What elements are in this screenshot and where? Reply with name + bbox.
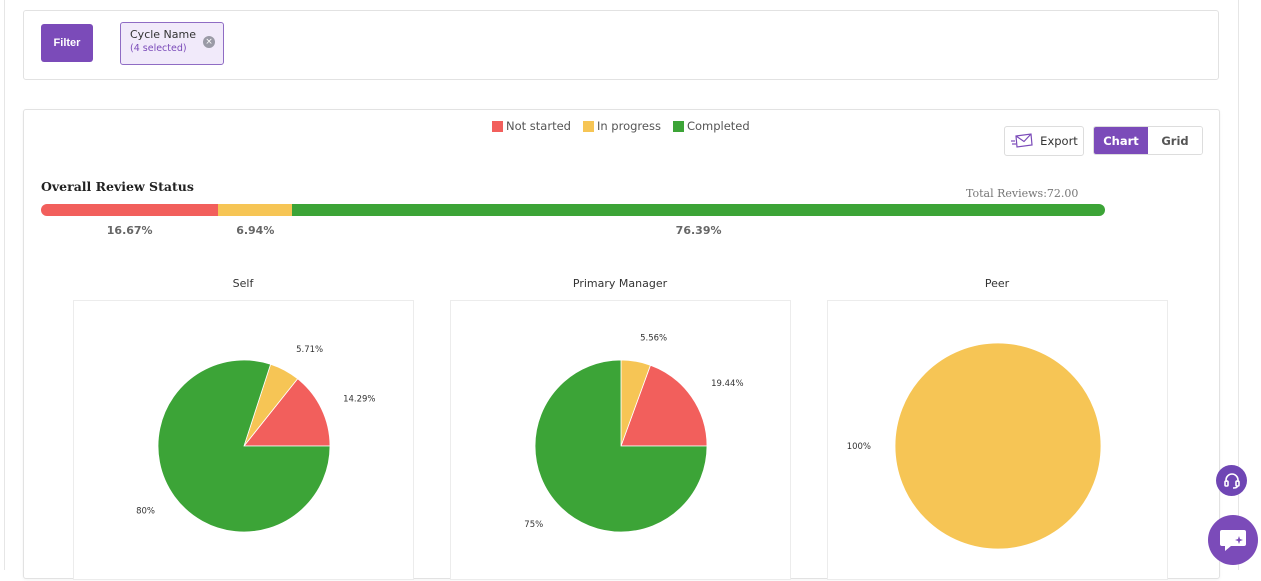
headset-icon <box>1223 472 1240 489</box>
manager-pie-title: Primary Manager <box>572 277 668 290</box>
self-pie-title: Self <box>232 277 254 290</box>
pie-slice-completed[interactable] <box>534 359 708 533</box>
export-label: Export <box>1040 134 1078 148</box>
chart-legend: Not started In progress Completed <box>492 119 762 133</box>
legend-swatch <box>492 120 503 132</box>
total-reviews: Total Reviews:72.00 <box>966 187 1079 200</box>
pie-slice-label: 100% <box>847 442 871 452</box>
chip-subtitle: (4 selected) <box>130 43 187 54</box>
close-circle-icon[interactable]: × <box>203 36 215 48</box>
pie-slice-in-progress[interactable] <box>894 342 1102 550</box>
pie-slice-not-started[interactable] <box>620 364 708 447</box>
peer-pie-chart: 100% <box>827 300 1168 580</box>
peer-pie-title: Peer <box>984 277 1010 290</box>
grid-view-button[interactable]: Grid <box>1148 127 1202 154</box>
left-divider <box>4 0 5 570</box>
pie-slice-not-started[interactable] <box>243 378 331 447</box>
manager-pie-chart: 19.44% 5.56% 75% <box>450 300 791 580</box>
pie-slice-completed[interactable] <box>157 359 331 533</box>
status-bar-segment-completed <box>292 204 1105 216</box>
overall-status-bar <box>41 204 1105 216</box>
legend-completed: Completed <box>672 119 750 133</box>
pie-slice-label: 5.71% <box>296 345 323 355</box>
legend-label: Completed <box>686 119 750 133</box>
right-divider <box>1238 0 1239 570</box>
status-bar-segment-in-progress <box>218 204 293 216</box>
legend-label: Not started <box>506 119 571 133</box>
legend-in-progress: In progress <box>582 119 661 133</box>
status-bar-label: 76.39% <box>675 224 722 237</box>
chat-sparkle-icon <box>1220 530 1246 551</box>
export-button[interactable]: Export <box>1004 126 1084 156</box>
view-toggle: Chart Grid <box>1093 126 1203 155</box>
pie-svg: 100% <box>847 342 1102 550</box>
filter-button[interactable]: Filter <box>41 24 93 62</box>
legend-label: In progress <box>596 119 661 133</box>
chart-view-button[interactable]: Chart <box>1094 127 1148 154</box>
pie-slice-label: 14.29% <box>343 394 375 404</box>
pie-slice-label: 75% <box>524 520 543 530</box>
pie-slice-label: 5.56% <box>640 334 667 344</box>
overall-review-title: Overall Review Status <box>41 179 194 194</box>
status-bar-segment-not-started <box>41 204 219 216</box>
support-button[interactable] <box>1216 465 1247 496</box>
pie-slice-label: 80% <box>136 507 155 517</box>
cycle-name-filter-chip[interactable]: Cycle Name (4 selected) × <box>120 22 224 65</box>
pie-svg: 14.29% 5.71% 80% <box>136 345 376 533</box>
pie-svg: 19.44% 5.56% 75% <box>524 334 744 533</box>
self-pie-chart: 14.29% 5.71% 80% <box>73 300 414 580</box>
pie-slice-label: 19.44% <box>711 379 743 389</box>
legend-swatch <box>582 120 594 132</box>
envelope-export-icon <box>1011 133 1033 148</box>
status-bar-label: 6.94% <box>236 224 275 237</box>
legend-swatch <box>672 120 684 132</box>
chip-title: Cycle Name <box>130 28 197 41</box>
legend-not-started: Not started <box>492 119 571 133</box>
chat-button[interactable] <box>1208 515 1258 565</box>
status-bar-label: 16.67% <box>106 224 153 237</box>
